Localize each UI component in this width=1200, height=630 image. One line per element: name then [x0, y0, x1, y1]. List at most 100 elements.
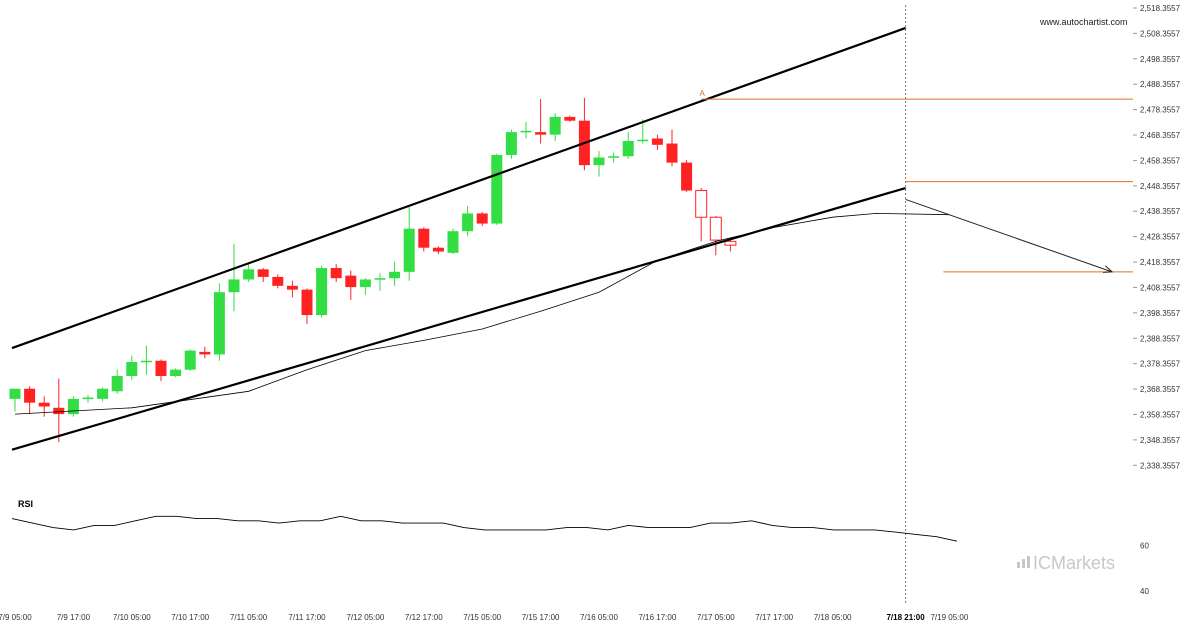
candle [228, 243, 240, 312]
candle [140, 345, 152, 375]
projected-candle [695, 188, 708, 242]
candle [564, 115, 576, 122]
candle [126, 355, 138, 380]
candle-body [724, 240, 737, 246]
candle [637, 119, 649, 144]
candle-body [243, 269, 255, 280]
overlays-group: A [11, 26, 1133, 451]
candle-body [301, 289, 313, 316]
candle-body [330, 268, 342, 279]
candle [38, 396, 50, 417]
x-tick-label: 7/17 05:00 [697, 613, 735, 622]
candle-body [184, 350, 196, 370]
candle-body [389, 271, 401, 279]
candle [578, 97, 590, 171]
resistance-point-label: A [700, 89, 706, 98]
y-tick-label: 2,358.3557 [1140, 410, 1181, 419]
candle [432, 246, 444, 255]
candle [549, 113, 561, 142]
x-axis: 7/9 05:00 7/9 17:00 7/10 05:00 7/10 17:00 7/… [0, 613, 969, 622]
x-tick-label: 7/19 05:00 [930, 613, 968, 622]
candle-body [228, 279, 240, 293]
candle-body [593, 157, 605, 166]
candle-body [257, 269, 269, 277]
x-tick-label: 7/10 17:00 [171, 613, 209, 622]
y-tick-label: 2,498.3557 [1140, 55, 1181, 64]
x-tick-label: 7/16 17:00 [638, 613, 676, 622]
candle [681, 160, 693, 192]
x-tick-label: 7/11 17:00 [288, 613, 326, 622]
forecast-arrow-line [905, 198, 1113, 273]
candle [403, 207, 415, 281]
candle-body [520, 130, 532, 133]
y-tick-label: 2,488.3557 [1140, 80, 1181, 89]
candle-body [9, 388, 21, 399]
brand-bars-icon [1017, 556, 1030, 568]
candle-body [140, 360, 152, 363]
projected-candle [709, 215, 722, 256]
candle-body [24, 388, 36, 403]
rsi-line [11, 515, 958, 542]
candle [82, 395, 94, 403]
x-tick-label: 7/12 17:00 [405, 613, 443, 622]
candle-body [53, 407, 65, 415]
candle [9, 388, 21, 412]
candle-body [111, 376, 123, 392]
candle-body [97, 388, 109, 399]
y-tick-label: 2,458.3557 [1140, 156, 1181, 165]
candle-body [549, 116, 561, 135]
candle-body [535, 132, 547, 135]
candle [651, 134, 663, 150]
brand-text: ICMarkets [1033, 553, 1115, 573]
candle [170, 368, 182, 378]
candle-body [199, 351, 211, 355]
channel-upper-line [11, 26, 906, 350]
candle-body [476, 213, 488, 224]
candle-body [418, 228, 430, 248]
candle-body [666, 143, 678, 163]
candle [666, 129, 678, 167]
y-tick-label: 2,438.3557 [1140, 207, 1181, 216]
candle-body [695, 190, 708, 218]
candle-body [155, 360, 167, 377]
y-tick-label: 2,478.3557 [1140, 106, 1181, 115]
candle [272, 274, 284, 289]
candle-body [564, 116, 576, 121]
candle-body [403, 228, 415, 272]
candle-body [213, 292, 225, 355]
candle-body [622, 141, 634, 157]
projected-candle [724, 238, 737, 252]
candle-body [432, 247, 444, 252]
rsi-title: RSI [18, 499, 33, 509]
rsi-tick-label: 40 [1140, 587, 1149, 596]
candle [155, 359, 167, 382]
candle [330, 264, 342, 283]
y-tick-label: 2,508.3557 [1140, 29, 1181, 38]
candle-body [709, 216, 722, 241]
y-tick-label: 2,428.3557 [1140, 233, 1181, 242]
forecast-arrow-head [1102, 265, 1114, 273]
candle-body [505, 132, 517, 155]
y-tick-label: 2,388.3557 [1140, 334, 1181, 343]
x-tick-label: 7/11 05:00 [230, 613, 268, 622]
y-tick-label: 2,338.3557 [1140, 461, 1181, 470]
candle [257, 268, 269, 283]
x-tick-label: 7/17 17:00 [755, 613, 793, 622]
x-tick-label: 7/15 05:00 [463, 613, 501, 622]
candle-body [67, 398, 79, 415]
candle [505, 129, 517, 159]
candle [345, 270, 357, 300]
candle-body [286, 285, 298, 290]
x-tick-label: 7/10 05:00 [113, 613, 151, 622]
moving-average-line [14, 212, 950, 415]
x-tick-label: 7/12 05:00 [346, 613, 384, 622]
rsi-tick-label: 60 [1140, 542, 1149, 551]
watermark-text: www.autochartist.com [1039, 17, 1128, 27]
candle [301, 288, 313, 324]
x-tick-label: 7/18 05:00 [814, 613, 852, 622]
candle [447, 228, 459, 255]
x-tick-label: 7/9 17:00 [57, 613, 91, 622]
candle-body [38, 402, 50, 407]
candle [491, 153, 503, 225]
y-tick-label: 2,378.3557 [1140, 360, 1181, 369]
